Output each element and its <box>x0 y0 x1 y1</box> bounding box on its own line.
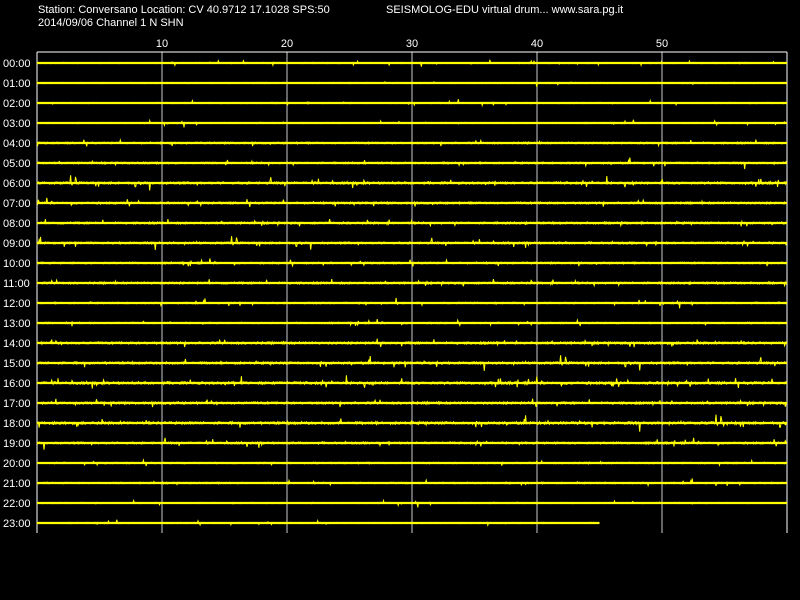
row-label-1500: 15:00 <box>3 358 31 370</box>
row-label-2000: 20:00 <box>3 458 31 470</box>
row-label-0600: 06:00 <box>3 178 31 190</box>
row-label-0700: 07:00 <box>3 198 31 210</box>
row-label-2200: 22:00 <box>3 498 31 510</box>
x-tick-label: 40 <box>531 38 543 50</box>
row-label-1200: 12:00 <box>3 298 31 310</box>
grid-layer <box>36 51 788 533</box>
row-label-2300: 23:00 <box>3 518 31 530</box>
row-label-0800: 08:00 <box>3 218 31 230</box>
row-label-1700: 17:00 <box>3 398 31 410</box>
station-info-label: Station: Conversano Location: CV 40.9712… <box>38 4 330 16</box>
x-tick-label: 50 <box>656 38 668 50</box>
row-label-1600: 16:00 <box>3 378 31 390</box>
row-label-0500: 05:00 <box>3 158 31 170</box>
x-tick-label: 10 <box>156 38 168 50</box>
row-labels: 00:00 01:00 02:00 03:00 04:00 05:00 06:00 07:00… <box>3 58 31 530</box>
row-label-0000: 00:00 <box>3 58 31 70</box>
trace-layer <box>36 59 788 527</box>
row-label-2100: 21:00 <box>3 478 31 490</box>
row-label-0300: 03:00 <box>3 118 31 130</box>
row-label-1100: 11:00 <box>3 278 30 290</box>
row-label-0100: 01:00 <box>3 78 31 90</box>
row-label-0400: 04:00 <box>3 138 31 150</box>
x-tick-label: 30 <box>406 38 418 50</box>
row-label-1300: 13:00 <box>3 318 31 330</box>
row-label-1000: 10:00 <box>3 258 31 270</box>
x-tick-labels: 10 20 30 40 50 <box>156 38 668 50</box>
row-label-1400: 14:00 <box>3 338 31 350</box>
row-label-1800: 18:00 <box>3 418 31 430</box>
date-channel-label: 2014/09/06 Channel 1 N SHN <box>38 17 184 29</box>
row-label-1900: 19:00 <box>3 438 31 450</box>
row-label-0900: 09:00 <box>3 238 31 250</box>
x-tick-label: 20 <box>281 38 293 50</box>
row-label-0200: 02:00 <box>3 98 31 110</box>
brand-label: SEISMOLOG-EDU virtual drum... www.sara.p… <box>386 4 624 16</box>
